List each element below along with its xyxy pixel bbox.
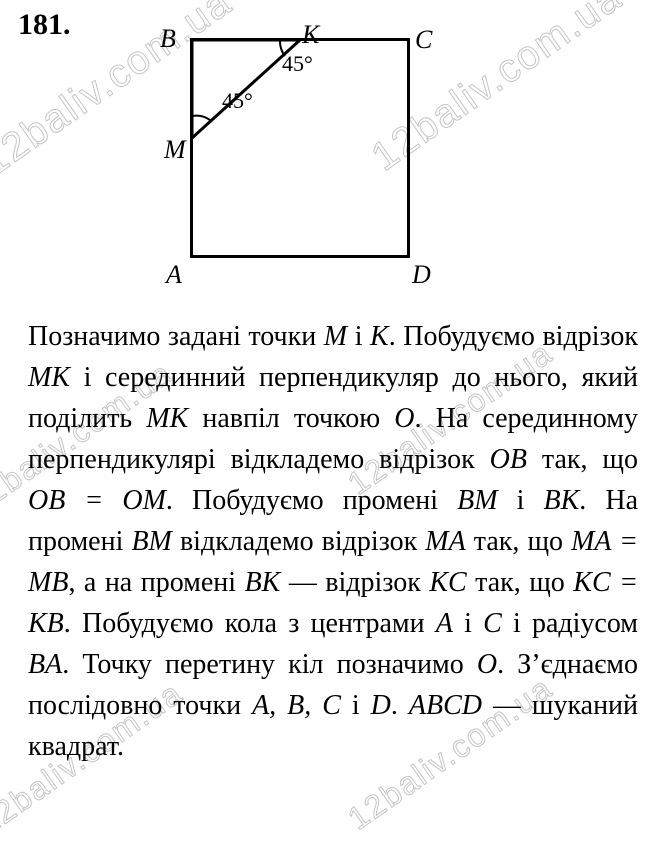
text-fragment: відкладемо відрізок: [172, 526, 425, 557]
var-bm: BM: [457, 485, 497, 516]
vertex-label-b: B: [160, 24, 176, 54]
var-abc: A, B, C: [252, 690, 341, 721]
text-fragment: — відрізок: [280, 567, 429, 598]
text-fragment: i: [341, 690, 371, 721]
var-bk: BK: [544, 485, 580, 516]
text-fragment: i: [347, 321, 370, 352]
text-fragment: i: [453, 608, 483, 639]
text-fragment: так, що: [467, 567, 574, 598]
angle-label-45-top: 45°: [282, 51, 313, 77]
var-abcd: ABCD: [409, 690, 482, 721]
angle-label-45-side: 45°: [222, 88, 253, 114]
var-bm: BM: [131, 526, 171, 557]
text-fragment: . Побудуємо відрізок: [389, 321, 638, 352]
var-o: O: [477, 649, 497, 680]
text-fragment: так, що: [527, 444, 638, 475]
geometry-figure: B K C M A D 45° 45°: [160, 20, 450, 310]
var-mk: MK: [146, 403, 188, 434]
var-bk: BK: [245, 567, 281, 598]
text-fragment: . Побудуємо промені: [166, 485, 457, 516]
problem-number: 181.: [18, 8, 71, 42]
text-fragment: і радіусом: [502, 608, 638, 639]
var-ma: MA: [425, 526, 465, 557]
text-fragment: , а на промені: [68, 567, 244, 598]
var-kc: KC: [429, 567, 466, 598]
point-label-m: M: [164, 135, 186, 165]
vertex-label-a: A: [166, 260, 182, 290]
var-mk: MK: [28, 362, 70, 393]
text-fragment: так, що: [466, 526, 571, 557]
point-label-k: K: [302, 20, 319, 50]
var-d: D: [371, 690, 391, 721]
page: 12baliv.com.ua 12baliv.com.ua 12baliv.co…: [0, 0, 665, 864]
var-m: M: [324, 321, 347, 352]
text-fragment: . Побудуємо кола з центрами: [64, 608, 436, 639]
vertex-label-c: C: [415, 25, 432, 55]
text-fragment: i: [498, 485, 544, 516]
vertex-label-d: D: [412, 260, 431, 290]
var-o: O: [394, 403, 414, 434]
var-a: A: [436, 608, 453, 639]
var-ba: BA: [28, 649, 62, 680]
solution-text: Позначимо задані точки M i K. Побудуємо …: [28, 316, 638, 767]
text-fragment: . Точку перетину кіл позначимо: [62, 649, 477, 680]
var-k: K: [370, 321, 389, 352]
var-ob: OB: [490, 444, 527, 475]
eq-ob-om: OB = OM: [28, 485, 166, 516]
text-fragment: навпіл точкою: [188, 403, 394, 434]
var-c: C: [483, 608, 502, 639]
text-fragment: .: [391, 690, 409, 721]
text-fragment: Позначимо задані точки: [28, 321, 324, 352]
